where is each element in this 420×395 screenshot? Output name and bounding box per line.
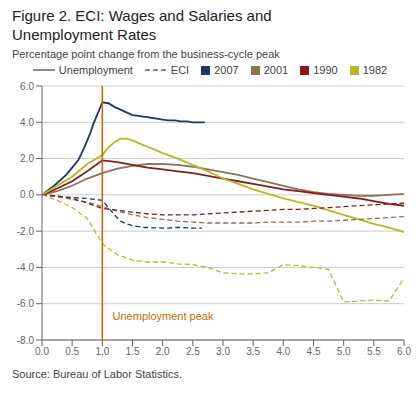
svg-text:6.0: 6.0: [397, 346, 411, 357]
html-text:Source: Bureau of Labor Statis: Source: Bureau of Labor Statistics.: [12, 368, 182, 380]
html-text:Percentage point change from t: Percentage point change from the busines…: [12, 48, 280, 60]
html-text:1982: 1982: [362, 64, 388, 76]
html-text:2007: 2007: [214, 64, 239, 76]
svg-text:0.0: 0.0: [20, 189, 34, 200]
svg-text:3.5: 3.5: [246, 346, 260, 357]
svg-text:6.0: 6.0: [20, 81, 34, 92]
svg-text:0.5: 0.5: [65, 346, 79, 357]
html-text:Unemployment: Unemployment: [58, 64, 133, 76]
svg-text:4.5: 4.5: [307, 346, 321, 357]
svg-text:1.0: 1.0: [95, 346, 109, 357]
svg-text:5.0: 5.0: [337, 346, 351, 357]
svg-text:2.0: 2.0: [20, 153, 34, 164]
html-text:1990: 1990: [313, 64, 338, 76]
html-text:2001: 2001: [263, 64, 289, 76]
html-text:ECI: ECI: [170, 64, 190, 76]
svg-text:4.0: 4.0: [276, 346, 290, 357]
svg-text:-4.0: -4.0: [17, 262, 35, 273]
svg-text:-8.0: -8.0: [17, 335, 35, 346]
svg-text:-6.0: -6.0: [17, 298, 35, 309]
svg-text:2.5: 2.5: [186, 346, 200, 357]
svg-text:3.0: 3.0: [216, 346, 230, 357]
svg-text:-2.0: -2.0: [17, 226, 35, 237]
svg-text:0.0: 0.0: [35, 346, 49, 357]
svg-text:1.5: 1.5: [126, 346, 140, 357]
svg-text:5.5: 5.5: [367, 346, 381, 357]
html-text:Unemployment Rates: Unemployment Rates: [12, 26, 157, 43]
svg-text:2.0: 2.0: [156, 346, 170, 357]
svg-text:Unemployment peak: Unemployment peak: [113, 310, 214, 322]
html-text:Figure 2. ECI: Wages and Salar: Figure 2. ECI: Wages and Salaries and: [12, 7, 272, 24]
svg-text:4.0: 4.0: [20, 117, 34, 128]
